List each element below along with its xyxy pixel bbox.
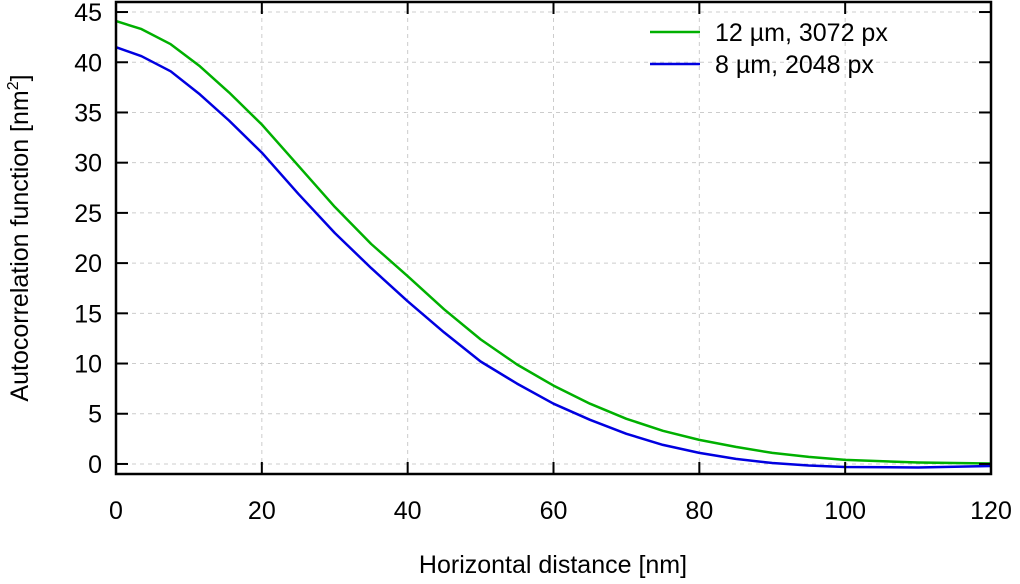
y-tick-label: 15 [74, 300, 102, 328]
x-tick-label: 20 [248, 497, 276, 525]
x-tick-label: 40 [394, 497, 422, 525]
y-tick-label: 35 [74, 99, 102, 127]
y-tick-label: 25 [74, 200, 102, 228]
series-group [115, 19, 992, 469]
series-line-1 [115, 19, 992, 465]
y-axis-label: Autocorrelation function [nm2] [5, 74, 34, 401]
legend-label-1: 12 µm, 3072 px [715, 19, 888, 47]
y-tick-label: 20 [74, 250, 102, 278]
ticks: 0 20 40 60 80 100 120 0 5 10 15 20 25 30 35 40 45 [74, 0, 1012, 525]
y-tick-label: 10 [74, 351, 102, 379]
y-tick-label: 40 [74, 49, 102, 77]
y-tick-label: 0 [88, 451, 102, 479]
y-tick-label: 30 [74, 150, 102, 178]
x-axis-label: Horizontal distance [nm] [419, 551, 687, 579]
y-tick-label: 5 [88, 401, 102, 429]
series-line-2 [115, 46, 992, 469]
y-tick-label: 45 [74, 0, 102, 27]
x-tick-label: 60 [540, 497, 568, 525]
legend-label-2: 8 µm, 2048 px [715, 51, 874, 79]
x-tick-label: 100 [824, 497, 866, 525]
x-tick-label: 80 [685, 497, 713, 525]
x-tick-label: 0 [109, 497, 123, 525]
x-tick-label: 120 [970, 497, 1012, 525]
legend: 12 µm, 3072 px 8 µm, 2048 px [650, 19, 888, 79]
